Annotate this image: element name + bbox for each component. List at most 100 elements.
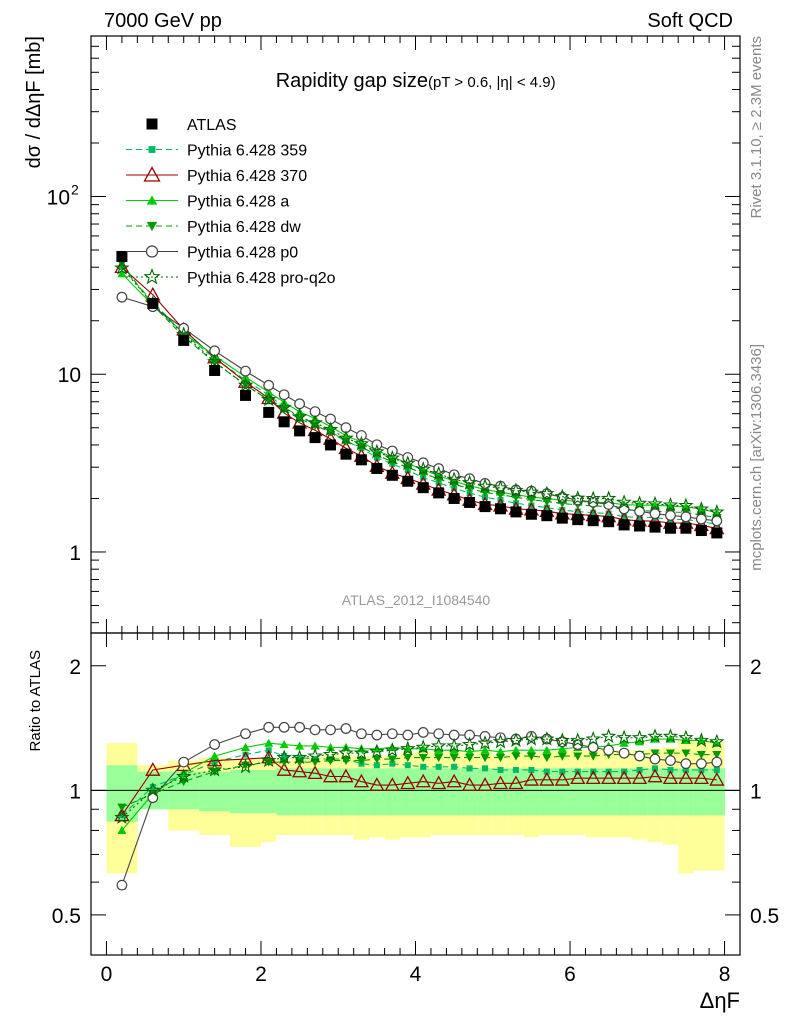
ratio-point <box>461 777 478 791</box>
x-tick-label: 2 <box>255 963 267 986</box>
ratio-point <box>588 752 598 761</box>
ratio-point <box>325 724 336 736</box>
data-point <box>322 421 339 437</box>
ratio-point <box>446 737 462 753</box>
data-point <box>340 448 352 460</box>
ratio-point <box>279 740 289 749</box>
data-point <box>294 425 306 437</box>
ratio-point <box>587 741 599 753</box>
data-point <box>528 502 535 509</box>
legend-label: Pythia 6.428 p0 <box>187 245 298 262</box>
ratio-point <box>618 747 630 759</box>
ratio-point <box>117 803 127 812</box>
legend-marker <box>148 146 156 153</box>
data-point <box>400 455 416 470</box>
data-point <box>665 510 676 521</box>
legend-label: Pythia 6.428 dw <box>187 219 301 236</box>
ratio-point <box>322 746 339 762</box>
ratio-point <box>207 752 223 767</box>
ratio-point <box>539 772 555 786</box>
ratio-point <box>464 729 475 741</box>
data-point <box>556 512 568 524</box>
ratio-point <box>356 744 366 753</box>
ratio-point <box>264 738 274 747</box>
ratio-point <box>667 766 674 773</box>
ratio-point <box>417 727 429 738</box>
ratio-point <box>415 773 431 788</box>
legend-entry: Pythia 6.428 dw <box>126 219 301 236</box>
data-point <box>434 475 444 484</box>
data-point <box>649 508 661 520</box>
ratio-point <box>418 753 428 763</box>
ratio-point <box>387 755 397 764</box>
ratio-point <box>539 730 555 746</box>
ratio-y-axis-label: Ratio to ATLAS <box>27 650 44 751</box>
stat-uncertainty-band <box>709 768 725 816</box>
data-point <box>572 514 584 526</box>
data-point <box>510 506 522 518</box>
ratio-point <box>338 745 354 760</box>
ratio-point <box>508 732 524 747</box>
data-point <box>386 469 398 481</box>
ratio-point <box>636 766 643 773</box>
ratio-point <box>309 724 321 736</box>
ratio-point <box>662 728 679 743</box>
ratio-point <box>418 744 428 753</box>
ratio-point <box>322 768 339 783</box>
ratio-point <box>145 782 161 797</box>
ratio-point <box>295 758 305 767</box>
ratio-point <box>712 750 722 760</box>
data-point <box>711 527 723 539</box>
data-point <box>353 435 370 451</box>
ratio-point <box>353 773 370 788</box>
data-point <box>433 487 445 499</box>
data-point <box>495 491 505 500</box>
ratio-point <box>698 766 705 773</box>
ratio-point <box>465 747 475 756</box>
ratio-point <box>709 772 725 786</box>
data-point <box>307 414 323 430</box>
series-pythia-6-428-a <box>117 269 722 835</box>
data-point <box>294 398 306 410</box>
ratio-point <box>449 753 459 763</box>
stat-uncertainty-band <box>662 768 679 816</box>
data-point <box>116 291 128 303</box>
ratio-point <box>570 770 586 785</box>
data-point <box>585 490 601 506</box>
ratio-point <box>693 732 710 747</box>
ratio-point <box>647 728 663 743</box>
ratio-point <box>709 733 725 749</box>
stat-uncertainty-band <box>693 768 710 816</box>
ratio-point <box>585 770 601 785</box>
data-point <box>116 250 128 262</box>
stat-uncertainty-band <box>307 768 324 816</box>
data-point <box>240 389 252 401</box>
ratio-point <box>209 739 221 750</box>
ratio-y-tick-label-right: 0.5 <box>750 905 779 928</box>
data-point <box>681 502 691 511</box>
ratio-point <box>435 763 442 770</box>
ratio-point <box>681 749 691 758</box>
series-line-main <box>121 267 717 513</box>
ratio-point <box>616 729 632 745</box>
stat-uncertainty-band <box>199 771 231 812</box>
stat-uncertainty-band <box>430 768 447 816</box>
y-tick-label: 1 <box>69 542 81 565</box>
data-point <box>665 501 675 510</box>
ratio-point <box>242 751 249 758</box>
ratio-point <box>600 728 617 743</box>
data-point <box>543 504 550 511</box>
data-point <box>402 475 414 487</box>
ratio-point <box>176 768 192 784</box>
data-point <box>631 495 648 510</box>
ratio-point <box>404 762 411 769</box>
ratio-point <box>369 743 385 759</box>
ratio-point <box>241 761 251 770</box>
data-point <box>636 514 643 521</box>
data-point <box>647 495 663 511</box>
legend-entry: Pythia 6.428 359 <box>126 143 307 160</box>
ratio-point <box>179 777 189 787</box>
ratio-point <box>281 753 288 760</box>
ratio-point <box>570 732 586 747</box>
ratio-point <box>647 768 663 783</box>
